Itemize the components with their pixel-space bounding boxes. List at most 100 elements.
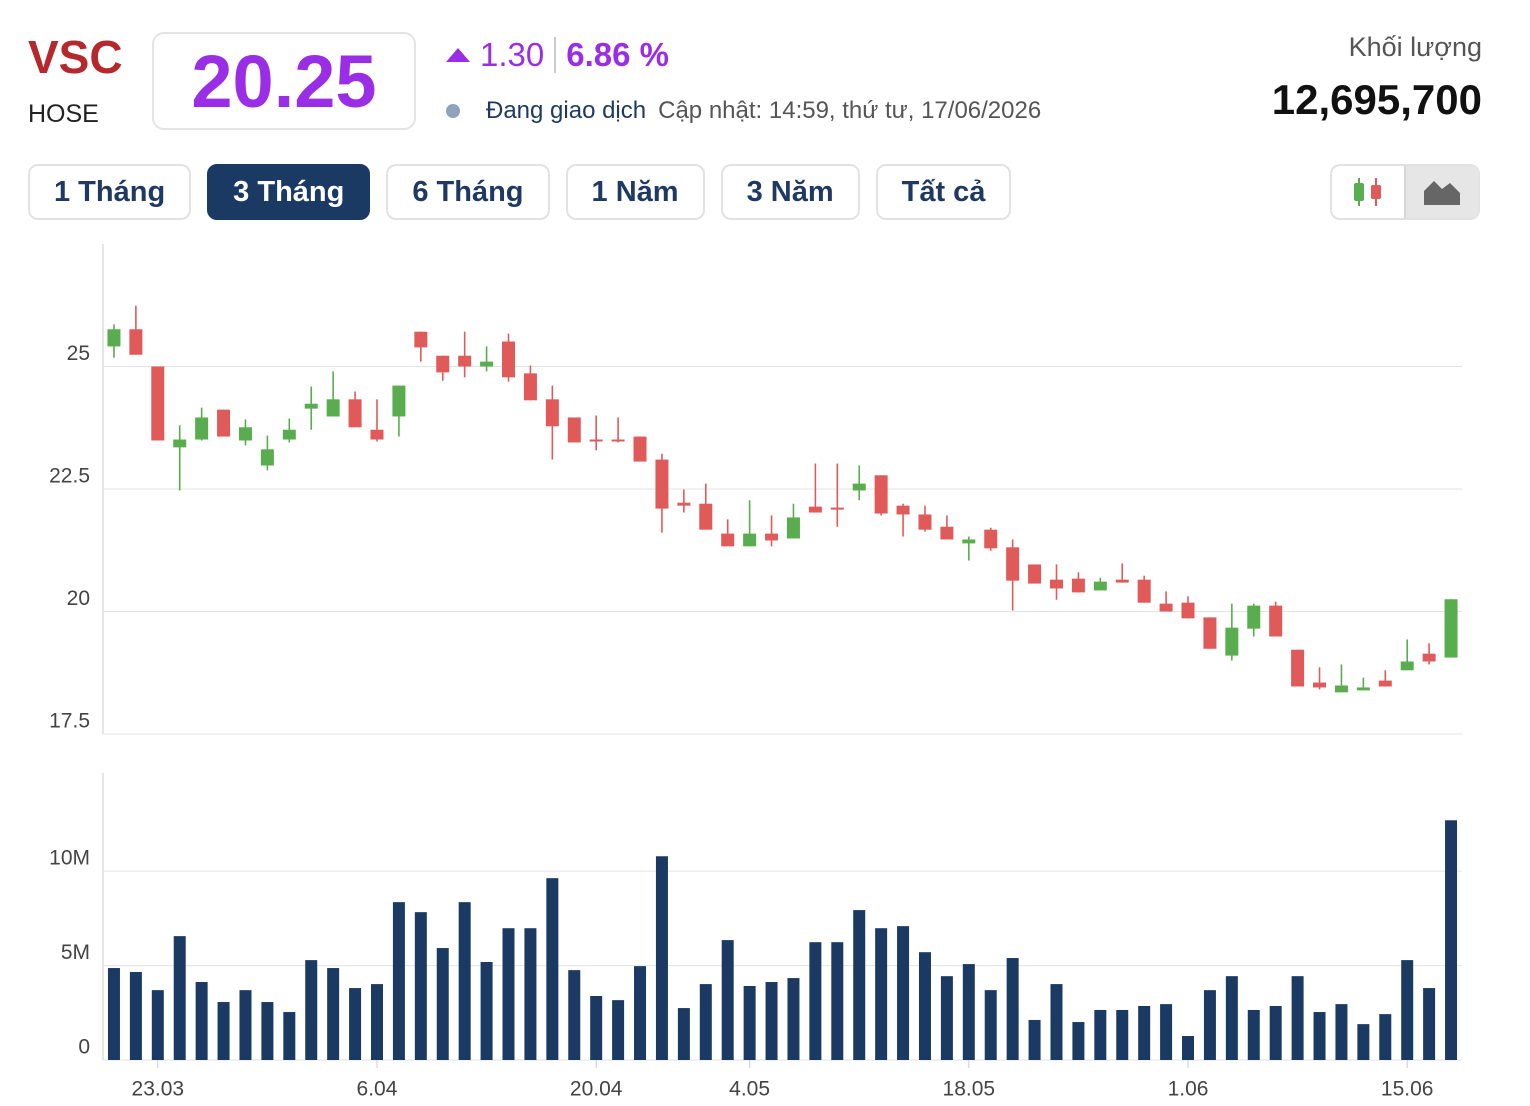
candle-body	[1334, 685, 1348, 693]
bar	[524, 928, 537, 1060]
candle-body	[304, 403, 318, 409]
bar	[677, 1008, 690, 1060]
tab[interactable]: 1 Năm	[565, 164, 705, 220]
candle-body	[677, 502, 691, 506]
bar	[327, 968, 340, 1060]
chart-toggle	[1330, 164, 1480, 220]
bar	[546, 878, 559, 1060]
area-icon	[1424, 181, 1460, 205]
bar	[1247, 1009, 1260, 1060]
candle-body	[1006, 547, 1020, 581]
tab[interactable]: 1 Tháng	[28, 164, 192, 220]
candle-body	[1313, 682, 1327, 688]
tab[interactable]: 6 Tháng	[386, 164, 550, 220]
candle-body	[896, 505, 910, 515]
candle-body	[699, 503, 713, 530]
bar	[612, 1000, 625, 1060]
candle-body	[765, 533, 779, 541]
candle-body	[743, 533, 757, 547]
candle-body	[238, 427, 252, 441]
bar	[480, 962, 493, 1060]
candle-body	[786, 517, 800, 539]
candle-body	[589, 439, 603, 442]
y-tick-label: 10M	[49, 847, 90, 870]
x-tick-label: 15.06	[1381, 1078, 1434, 1101]
candle-body	[436, 355, 450, 373]
bar	[239, 990, 252, 1060]
x-tick-label: 20.04	[570, 1078, 623, 1101]
volume-label: Khối lượng	[1348, 32, 1482, 62]
x-tick-label: 1.06	[1168, 1078, 1209, 1101]
bar	[1445, 820, 1458, 1060]
bar	[283, 1012, 296, 1060]
updated: Cập nhật: 14:59, thứ tư, 17/06/2026	[658, 97, 1042, 124]
bar	[107, 968, 120, 1060]
candle-body	[1203, 617, 1217, 649]
bar	[984, 990, 997, 1060]
status-row: Đang giao dịch Cập nhật: 14:59, thứ tư, …	[446, 97, 1041, 125]
tab[interactable]: 3 Tháng	[207, 164, 371, 220]
bar	[1335, 1004, 1348, 1060]
candle-body	[1028, 564, 1042, 584]
candle-body	[1181, 602, 1195, 619]
status-dot	[446, 104, 460, 118]
tabs: 1 Tháng 3 Tháng 6 Tháng 1 Năm 3 Năm Tất cả	[28, 164, 1012, 220]
change-percent: 6.86 %	[566, 36, 669, 73]
candle-body	[633, 436, 647, 462]
y-tick-label: 5M	[61, 941, 90, 964]
bar	[217, 1002, 230, 1060]
candle-body	[523, 373, 537, 401]
bar	[787, 978, 800, 1060]
bar	[1291, 976, 1304, 1060]
exchange: HOSE	[28, 100, 99, 128]
candle-body	[217, 409, 231, 437]
candle-body	[129, 329, 143, 355]
candle-body	[502, 341, 516, 378]
candle-button[interactable]	[1332, 166, 1404, 218]
candle-body	[173, 439, 187, 448]
x-tick-label: 4.05	[729, 1078, 770, 1101]
candle-body	[852, 483, 866, 491]
bar	[1423, 988, 1436, 1060]
bar	[261, 1002, 274, 1060]
tab[interactable]: Tất cả	[875, 164, 1012, 220]
candle-body	[1247, 605, 1261, 629]
bar	[458, 902, 471, 1060]
bar	[502, 928, 515, 1060]
candle-body	[984, 529, 998, 549]
candle-body	[414, 331, 428, 348]
tab[interactable]: 3 Năm	[720, 164, 860, 220]
bar	[349, 988, 362, 1060]
x-tick-label: 23.03	[132, 1078, 185, 1101]
bar	[809, 942, 822, 1060]
area-button[interactable]	[1404, 166, 1478, 218]
y-tick-label: 0	[78, 1036, 90, 1059]
candle-body	[326, 399, 340, 417]
candle-body	[480, 361, 494, 367]
volume: 12,695,700	[1271, 76, 1482, 123]
status: Đang giao dịch	[486, 97, 647, 124]
bar	[436, 948, 449, 1060]
candle-body	[260, 449, 274, 466]
bar	[853, 910, 866, 1060]
bar	[1050, 984, 1063, 1060]
bar	[305, 960, 318, 1060]
candle-body	[567, 417, 581, 443]
bar	[195, 982, 208, 1060]
candle-body	[151, 366, 165, 441]
candle-body	[545, 399, 559, 427]
bar	[370, 984, 383, 1060]
bar	[568, 970, 581, 1060]
up-arrow	[446, 48, 470, 62]
bar	[414, 912, 427, 1060]
candle-body	[392, 385, 406, 417]
candle-body	[1049, 579, 1063, 589]
symbol: VSC	[28, 31, 123, 83]
candle-body	[1071, 578, 1085, 593]
candle-body	[348, 399, 362, 428]
bar	[634, 966, 647, 1060]
y-tick-label: 20	[67, 587, 90, 610]
bar	[1160, 1004, 1173, 1060]
candle-body	[107, 329, 121, 347]
